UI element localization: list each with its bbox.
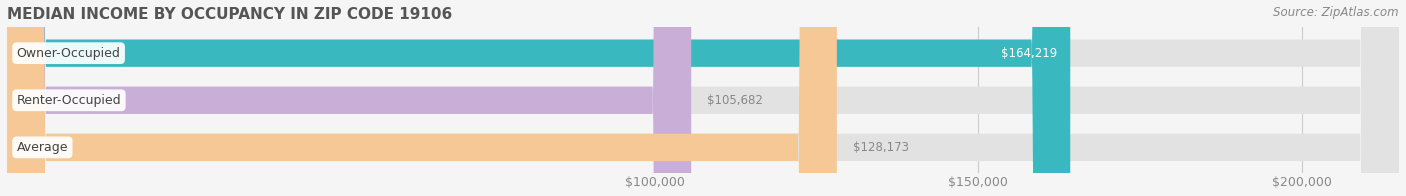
Text: Source: ZipAtlas.com: Source: ZipAtlas.com — [1274, 6, 1399, 19]
Text: Average: Average — [17, 141, 67, 154]
Text: MEDIAN INCOME BY OCCUPANCY IN ZIP CODE 19106: MEDIAN INCOME BY OCCUPANCY IN ZIP CODE 1… — [7, 7, 453, 22]
FancyBboxPatch shape — [7, 0, 692, 196]
FancyBboxPatch shape — [7, 0, 1399, 196]
Text: $164,219: $164,219 — [1001, 47, 1057, 60]
Text: Owner-Occupied: Owner-Occupied — [17, 47, 121, 60]
Text: $105,682: $105,682 — [707, 94, 763, 107]
FancyBboxPatch shape — [7, 0, 1399, 196]
FancyBboxPatch shape — [7, 0, 837, 196]
FancyBboxPatch shape — [7, 0, 1399, 196]
Text: Renter-Occupied: Renter-Occupied — [17, 94, 121, 107]
Text: $128,173: $128,173 — [853, 141, 910, 154]
FancyBboxPatch shape — [7, 0, 1070, 196]
